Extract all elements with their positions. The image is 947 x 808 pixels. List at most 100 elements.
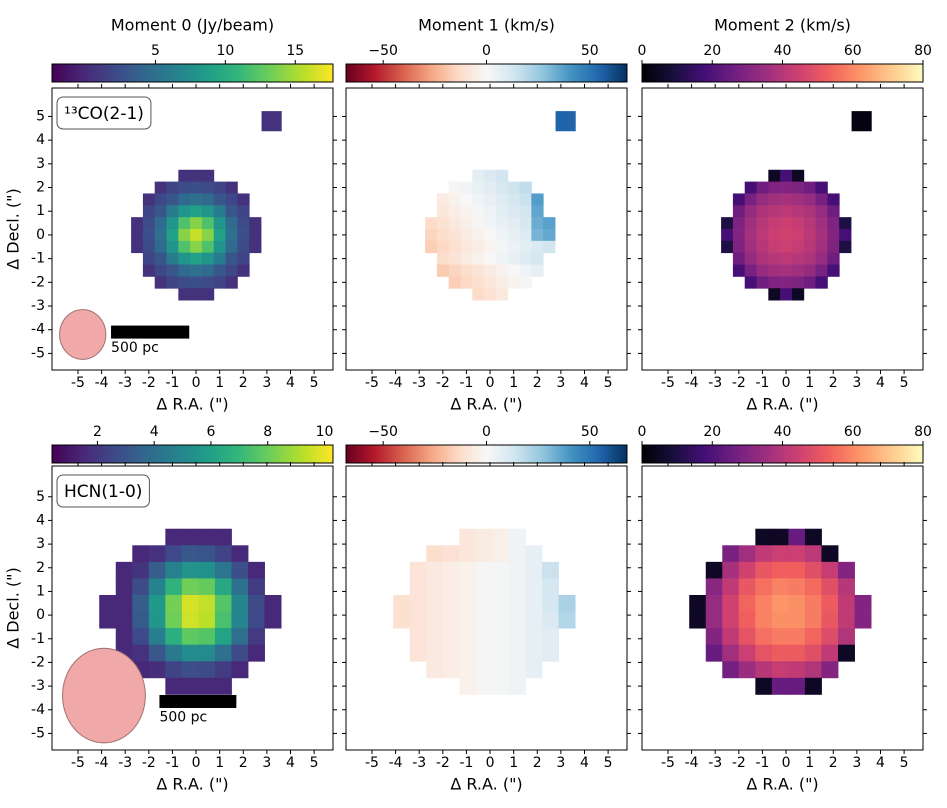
map-pixel (237, 252, 250, 265)
colorbar (51, 63, 334, 83)
map-pixel (780, 229, 793, 242)
map-pixel (142, 264, 156, 277)
map-pixel (821, 578, 839, 596)
x-tick-label: 0 (782, 755, 791, 771)
map-pixel (472, 193, 485, 206)
map-pixel (519, 205, 532, 218)
x-tick-label: 5 (310, 755, 319, 771)
map-pixel (839, 217, 852, 230)
map-pixel (768, 181, 781, 194)
map-pixel (448, 252, 461, 265)
map-pixel (525, 594, 543, 612)
map-pixel (780, 276, 793, 289)
map-pixel (448, 240, 461, 254)
map-pixel (198, 677, 216, 695)
map-pixel (393, 594, 411, 612)
map-pixel (198, 644, 216, 662)
x-axis-label: Δ R.A. (") (450, 395, 522, 414)
map-pixel (492, 578, 510, 596)
map-pixel (492, 528, 510, 546)
map-pixel (525, 611, 543, 629)
map-pixel (132, 628, 150, 646)
x-tick-label: -1 (755, 375, 769, 391)
map-pixel (492, 594, 510, 612)
y-tick-label: -4 (31, 322, 45, 338)
map-pixel (791, 217, 805, 230)
map-pixel (198, 528, 216, 546)
map-pixel (472, 229, 485, 242)
map-pixel (788, 594, 806, 612)
map-pixel (543, 240, 556, 254)
map-pixel (154, 252, 167, 265)
map-pixel (99, 594, 117, 612)
map-pixel (165, 578, 183, 596)
map-pixel (472, 288, 485, 301)
x-tick-label: 1 (215, 375, 224, 391)
map-pixel (181, 578, 199, 596)
map-pixel (213, 181, 227, 194)
x-tick-label: -1 (165, 755, 179, 771)
map-pixel (788, 561, 806, 579)
map-pixel (459, 578, 477, 596)
map-pixel (768, 240, 781, 254)
map-pixel (190, 276, 203, 289)
map-pixel (190, 217, 203, 230)
map-pixel (495, 288, 509, 301)
map-pixel (507, 181, 521, 194)
map-pixel (426, 545, 444, 563)
map-pixel (755, 628, 773, 646)
map-pixel (442, 561, 460, 579)
map-pixel (531, 217, 544, 230)
map-pixel (788, 644, 806, 662)
map-pixel (755, 644, 773, 662)
map-pixel (247, 644, 265, 662)
map-pixel (448, 276, 461, 289)
map-pixel (166, 229, 179, 242)
map-pixel (472, 205, 485, 218)
map-pixel (755, 594, 773, 612)
x-tick-label: -4 (95, 755, 109, 771)
map-pixel (409, 578, 427, 596)
map-pixel (231, 661, 249, 679)
map-pixel (804, 594, 822, 612)
map-pixel (780, 252, 793, 265)
map-pixel (115, 628, 133, 646)
colorbar (641, 63, 924, 83)
map-pixel (198, 594, 216, 612)
map-pixel (827, 252, 840, 265)
y-tick-label: 4 (36, 132, 45, 148)
y-tick-label: 0 (36, 227, 45, 243)
map-pixel (821, 644, 839, 662)
colorbar-tick-label: 8 (263, 424, 272, 440)
map-pixel (815, 217, 828, 230)
x-axis-label: Δ R.A. (") (746, 395, 818, 414)
map-pixel (178, 205, 191, 218)
map-pixel (436, 229, 450, 242)
map-pixel (495, 264, 509, 277)
map-pixel (225, 240, 238, 254)
y-axis-label: Δ Decl. (") (4, 188, 23, 269)
map-pixel (531, 193, 544, 206)
map-pixel (541, 628, 559, 646)
map-pixel (425, 240, 438, 254)
x-tick-label: 4 (580, 755, 589, 771)
map-pixel (225, 181, 238, 194)
map-pixel (459, 628, 477, 646)
map-pixel (475, 677, 493, 695)
map-pixel (771, 594, 789, 612)
y-tick-label: -3 (31, 298, 45, 314)
map-pixel (788, 545, 806, 563)
map-pixel (756, 229, 769, 242)
map-pixel (788, 628, 806, 646)
map-pixel (448, 264, 461, 277)
map-pixel (436, 193, 450, 206)
map-pixel (472, 181, 485, 194)
x-tick-label: -3 (412, 375, 426, 391)
map-pixel (409, 561, 427, 579)
map-pixel (460, 193, 473, 206)
x-tick-label: 2 (533, 755, 542, 771)
map-pixel (142, 205, 156, 218)
map-pixel (472, 276, 485, 289)
x-axis-label: Δ R.A. (") (156, 395, 228, 414)
colorbar-tick-label: 0 (638, 43, 647, 59)
